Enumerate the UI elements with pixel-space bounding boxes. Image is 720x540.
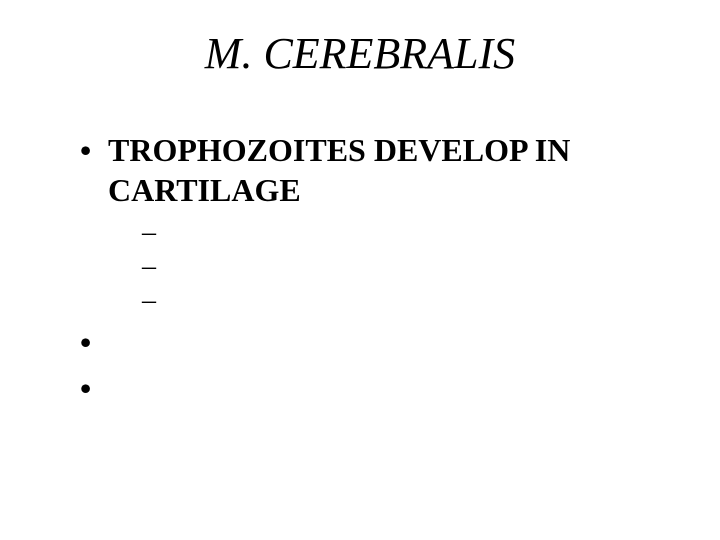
slide-title: M. CEREBRALIS — [0, 30, 720, 78]
bullet-list-level2 — [108, 214, 660, 316]
list-item: TROPHOZOITES DEVELOP IN CARTILAGE — [80, 130, 660, 316]
list-subitem — [142, 282, 660, 316]
list-item — [80, 322, 660, 362]
list-item-text: TROPHOZOITES DEVELOP IN CARTILAGE — [108, 132, 570, 208]
slide-body: TROPHOZOITES DEVELOP IN CARTILAGE — [80, 130, 660, 414]
list-item — [80, 368, 660, 408]
list-subitem — [142, 214, 660, 248]
list-subitem — [142, 248, 660, 282]
bullet-list-level1: TROPHOZOITES DEVELOP IN CARTILAGE — [80, 130, 660, 408]
slide: M. CEREBRALIS TROPHOZOITES DEVELOP IN CA… — [0, 0, 720, 540]
